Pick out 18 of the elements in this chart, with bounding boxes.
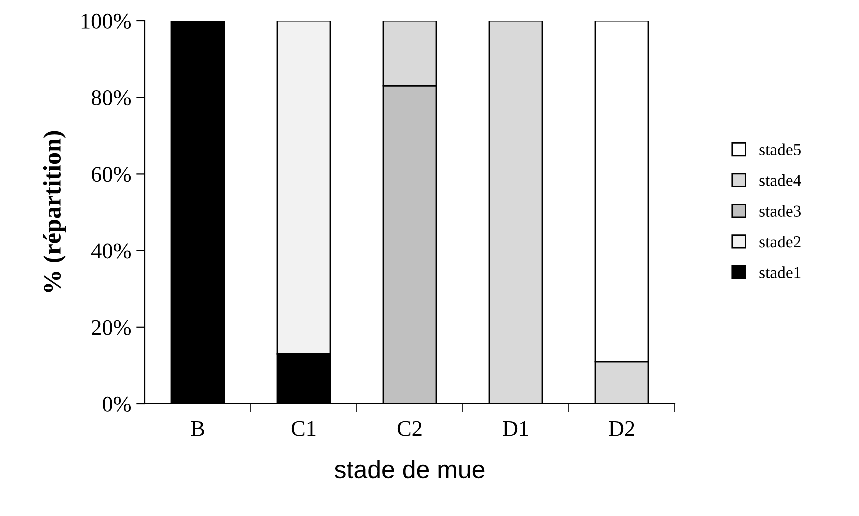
legend-label: stade4 bbox=[760, 174, 802, 186]
y-tick-label: 60% bbox=[92, 167, 132, 182]
y-tick-label: 80% bbox=[92, 90, 132, 106]
legend-label: stade3 bbox=[760, 205, 801, 217]
x-tick-label: C1 bbox=[292, 421, 316, 436]
x-tick-label: C2 bbox=[398, 421, 422, 436]
y-tick-label: 0% bbox=[103, 396, 132, 412]
y-axis-title: % (répartition) bbox=[43, 131, 66, 292]
y-tick-label: 100% bbox=[82, 14, 132, 29]
x-tick-label: B bbox=[191, 422, 204, 436]
legend-label: stade5 bbox=[760, 144, 801, 156]
x-axis-title: stade de mue bbox=[334, 460, 485, 479]
legend-label: stade2 bbox=[760, 236, 801, 248]
legend-label: stade1 bbox=[760, 266, 801, 278]
x-tick-label: D2 bbox=[609, 421, 634, 436]
x-tick-label: D1 bbox=[503, 421, 528, 436]
y-tick-label: 20% bbox=[92, 320, 132, 336]
y-tick-label: 40% bbox=[92, 244, 132, 259]
